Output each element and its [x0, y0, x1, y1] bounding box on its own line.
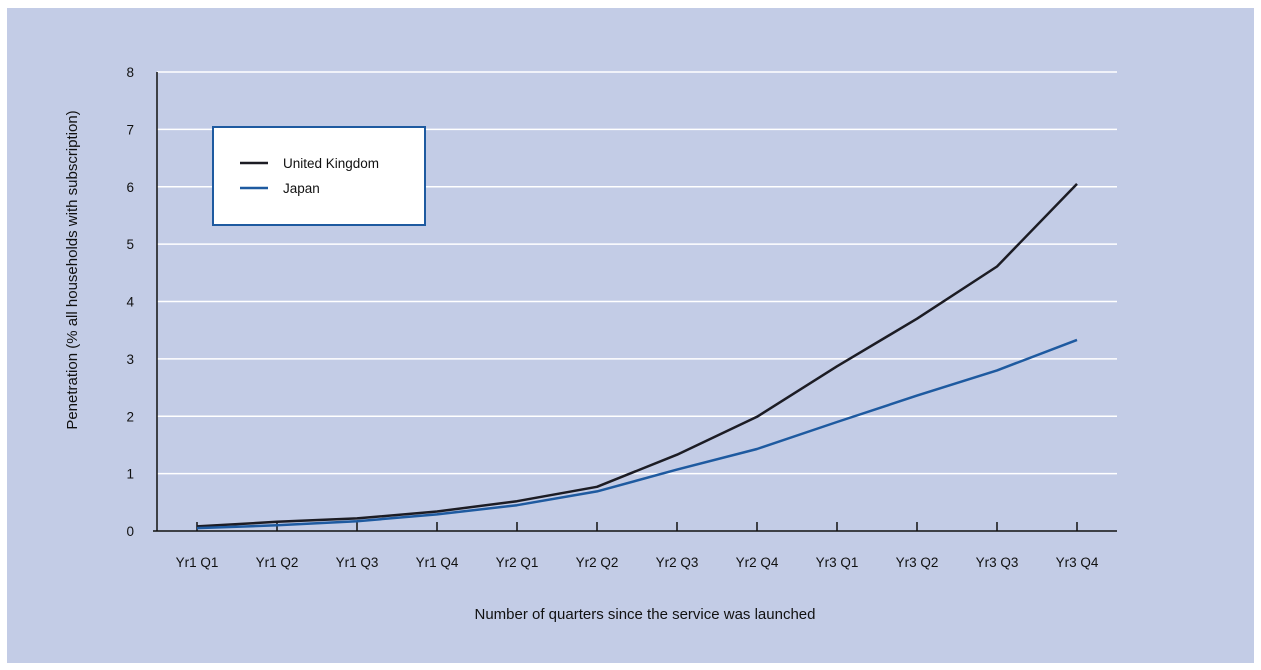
x-tick-label: Yr2 Q4 [736, 555, 779, 570]
y-tick-label-2: 2 [126, 409, 134, 424]
y-tick-label-4: 4 [126, 295, 134, 310]
y-tick-label-5: 5 [126, 237, 134, 252]
x-tick-label: Yr3 Q2 [896, 555, 939, 570]
legend: United Kingdom Japan [212, 126, 426, 226]
line-chart: 0 1 2 3 4 5 6 7 8 Yr1 Q1 Yr1 Q2 Yr1 Q3 Yr1 Q4 Yr2 Q1… [7, 8, 1254, 663]
axes [153, 72, 1117, 532]
x-tick-label: Yr2 Q1 [496, 555, 539, 570]
x-tick-label: Yr3 Q3 [976, 555, 1019, 570]
y-tick-label-3: 3 [126, 352, 134, 367]
x-tick-label: Yr1 Q1 [176, 555, 219, 570]
y-tick-label-6: 6 [126, 180, 134, 195]
y-axis-title: Penetration (% all households with subsc… [64, 110, 81, 429]
series-lines [196, 183, 1078, 530]
x-tick-label: Yr1 Q3 [336, 555, 379, 570]
y-tick-label-1: 1 [126, 467, 134, 482]
y-axis-ticks: 0 1 2 3 4 5 6 7 8 [126, 65, 134, 539]
series-line-japan [196, 338, 1078, 530]
y-tick-label-0: 0 [126, 524, 134, 539]
legend-label-japan: Japan [283, 181, 320, 196]
series-line-united-kingdom [196, 183, 1078, 528]
x-tick-label: Yr1 Q4 [416, 555, 459, 570]
chart-background [7, 8, 1254, 663]
gridlines [157, 71, 1117, 475]
x-tick-label: Yr1 Q2 [256, 555, 299, 570]
x-axis-title: Number of quarters since the service was… [474, 606, 815, 623]
x-tick-label: Yr3 Q1 [816, 555, 859, 570]
y-tick-label-8: 8 [126, 65, 134, 80]
x-axis-ticks: Yr1 Q1 Yr1 Q2 Yr1 Q3 Yr1 Q4 Yr2 Q1 Yr2 Q2 Yr2 … [176, 522, 1099, 570]
x-tick-label: Yr2 Q2 [576, 555, 619, 570]
x-tick-label: Yr3 Q4 [1056, 555, 1099, 570]
chart-panel: 0 1 2 3 4 5 6 7 8 Yr1 Q1 Yr1 Q2 Yr1 Q3 Yr1 Q4 Yr2 Q1… [7, 8, 1254, 663]
x-tick-label: Yr2 Q3 [656, 555, 699, 570]
legend-label-united-kingdom: United Kingdom [283, 156, 379, 171]
y-tick-label-7: 7 [126, 122, 134, 137]
legend-box [212, 126, 426, 226]
